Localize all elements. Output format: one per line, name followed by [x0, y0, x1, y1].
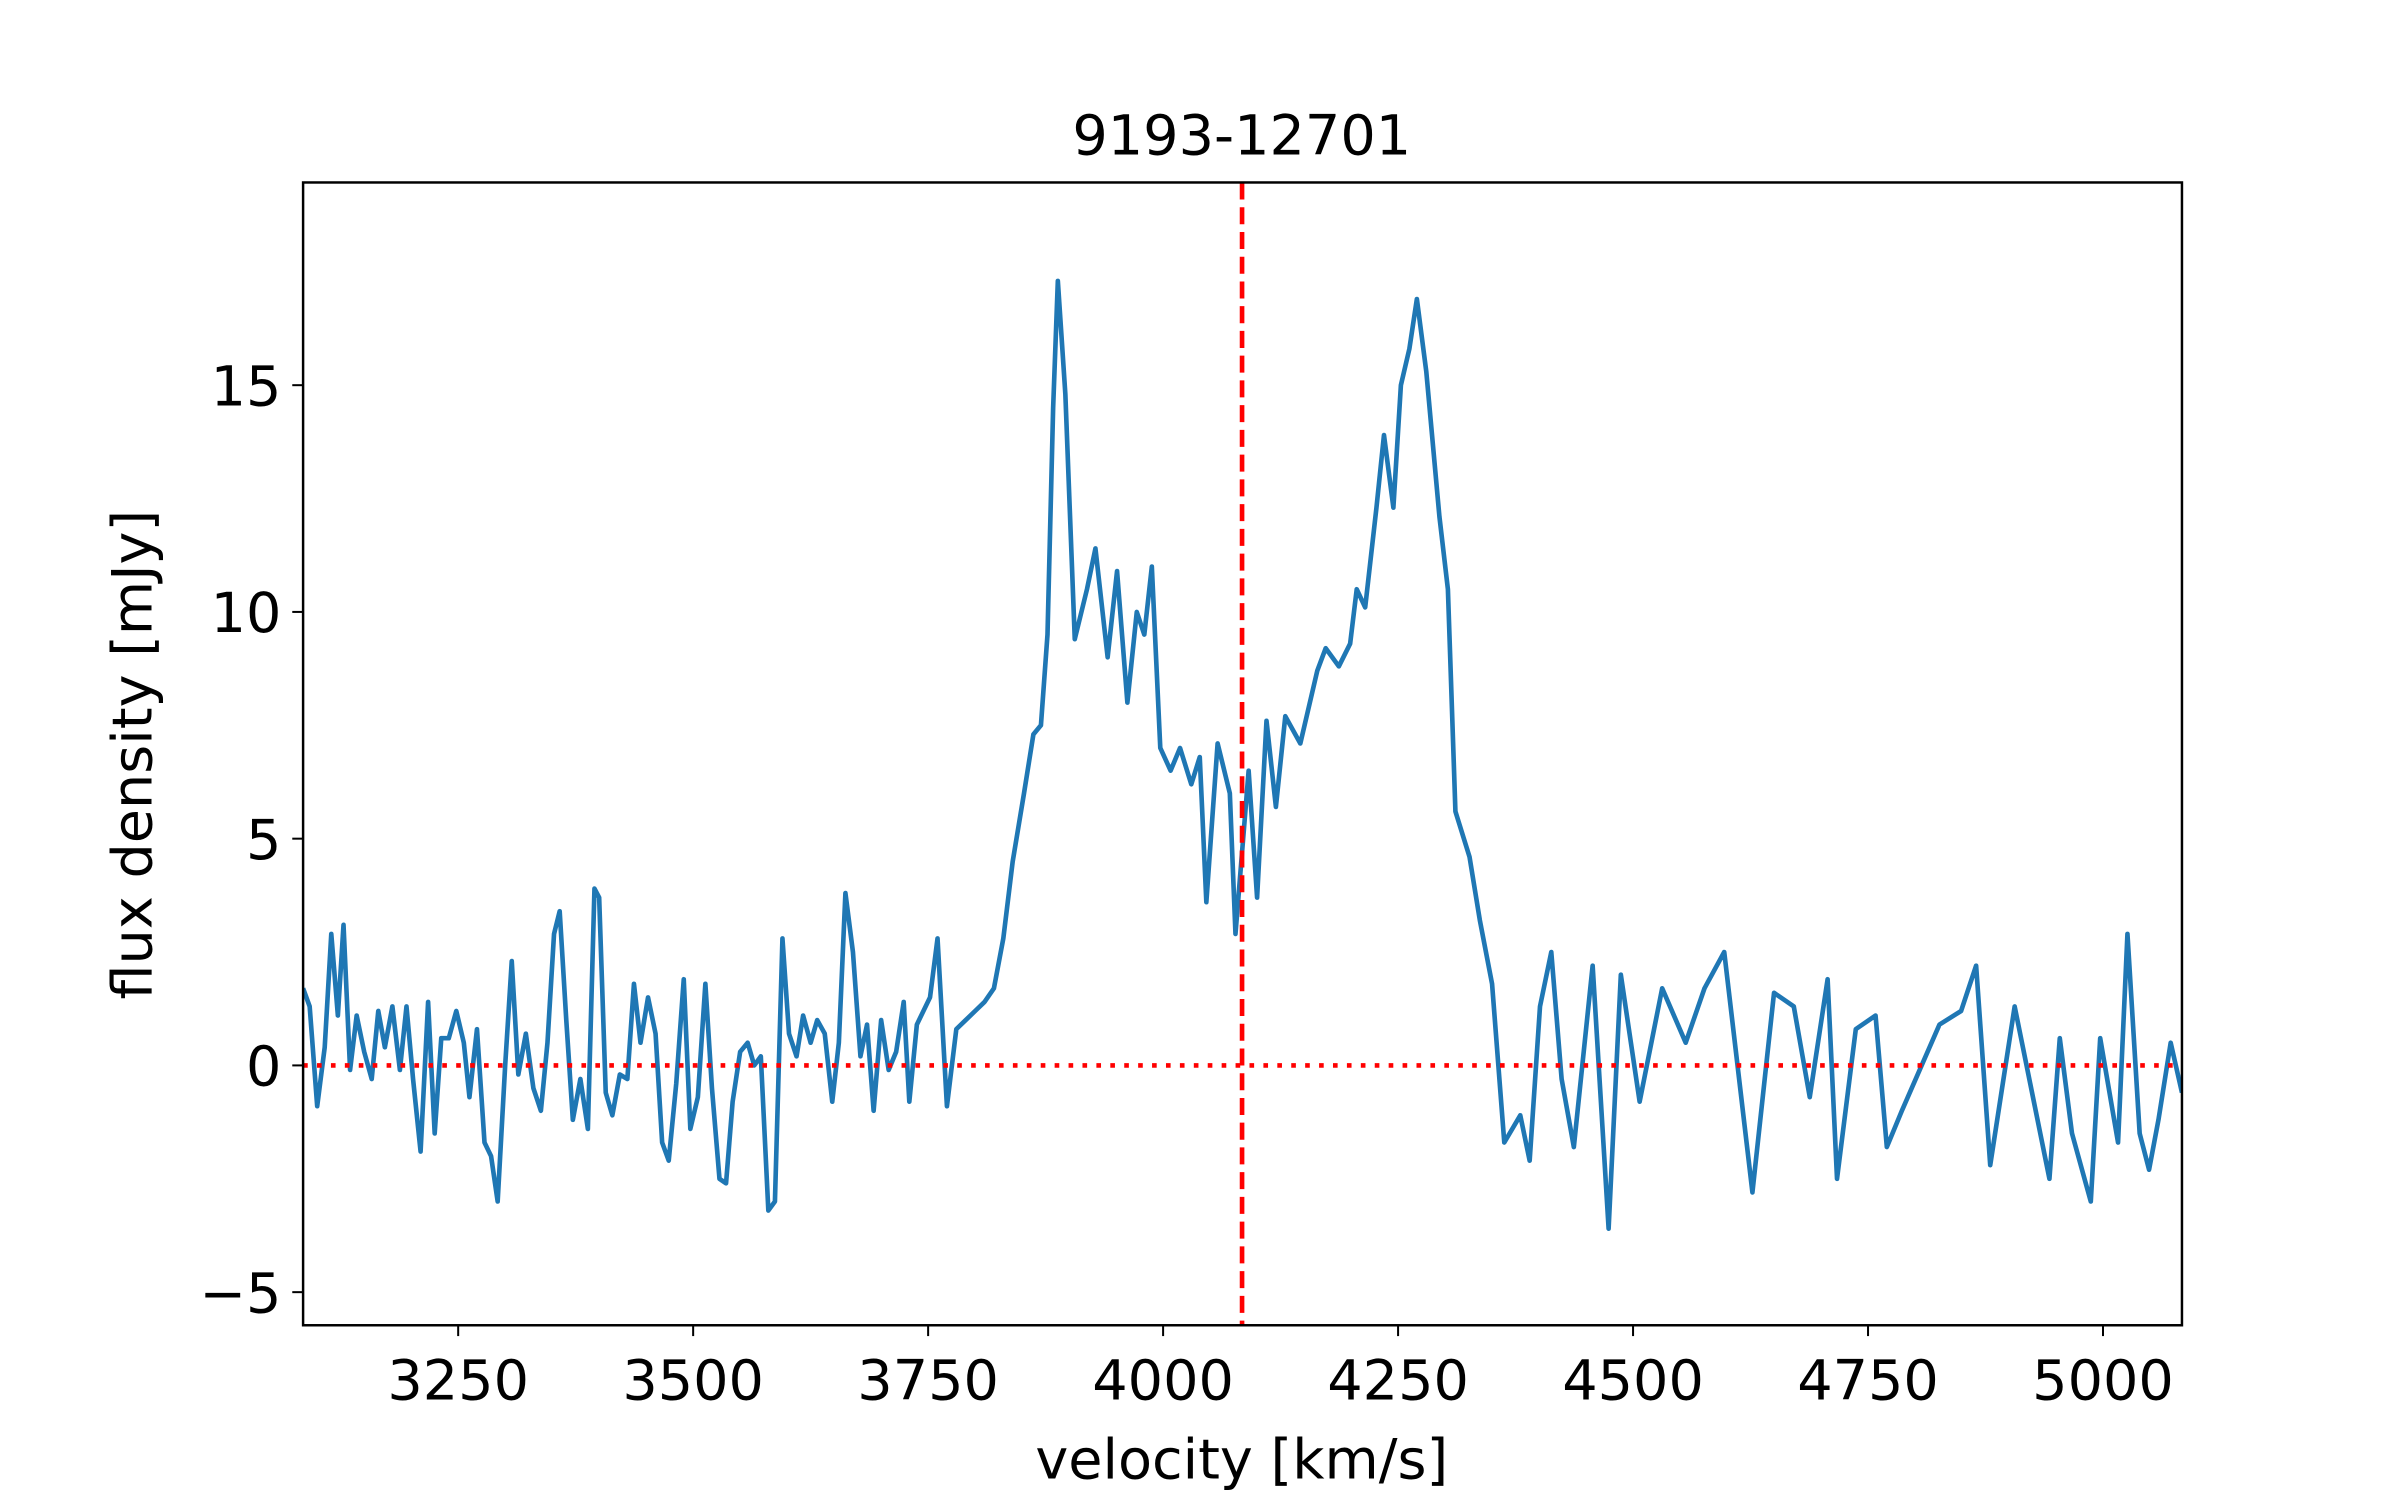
y-tick-label: −5 — [199, 1261, 281, 1326]
data-line — [303, 278, 2182, 1231]
chart-title: 9193-12701 — [1072, 104, 1411, 169]
x-tick-label: 4250 — [1327, 1348, 1469, 1413]
x-tick-label: 3250 — [387, 1348, 529, 1413]
y-axis-label: flux density [mJy] — [101, 510, 166, 1000]
x-tick-label: 4750 — [1797, 1348, 1939, 1413]
x-tick-label: 3750 — [857, 1348, 999, 1413]
x-tick-label: 4500 — [1562, 1348, 1704, 1413]
x-tick-label: 3500 — [622, 1348, 764, 1413]
x-tick-label: 5000 — [2032, 1348, 2174, 1413]
y-tick-label: 15 — [211, 354, 282, 419]
y-tick-label: 10 — [211, 581, 282, 646]
plot-frame — [301, 181, 2184, 1327]
y-tick-label: 0 — [246, 1035, 281, 1100]
x-axis-label: velocity [km/s] — [1035, 1427, 1448, 1492]
x-tick-label: 4000 — [1092, 1348, 1234, 1413]
y-tick-label: 5 — [246, 808, 281, 873]
